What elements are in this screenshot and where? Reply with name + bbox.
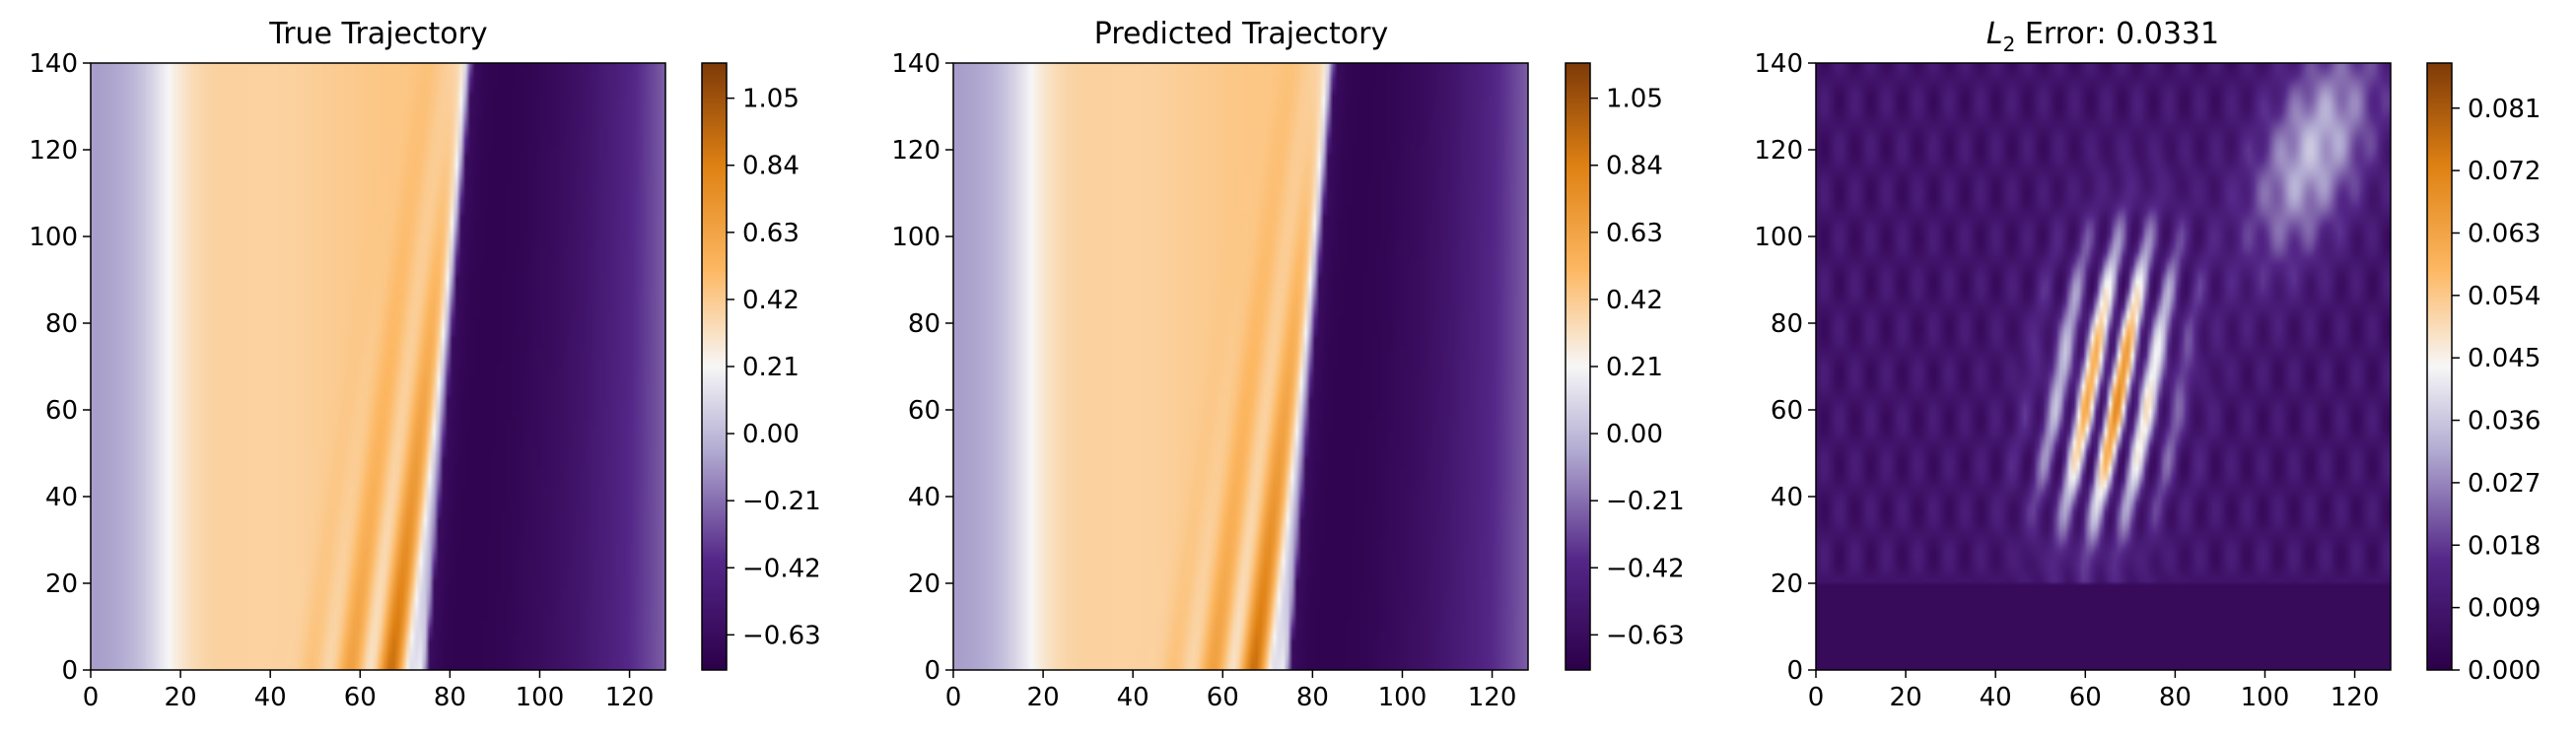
y-tick-label: 100 [891,223,940,252]
x-tick-label: 80 [434,683,466,712]
colorbar-tick-label: 0.072 [2468,157,2541,186]
y-tick-label: 20 [45,569,78,599]
y-tick-label: 60 [1771,396,1803,426]
heatmap-image [953,63,1528,670]
colorbar-tick-label: 0.018 [2468,531,2541,561]
panel-true-trajectory: True Trajectory 0 20 40 60 80 100 120 0 20 40 60 80… [29,17,820,712]
colorbar-tick-label: 0.045 [2468,344,2541,373]
y-tick-label: 120 [891,136,940,166]
y-tick-label: 80 [908,309,940,339]
colorbar-tick-label: 0.63 [742,219,800,248]
colorbar-tick-label: 0.081 [2468,95,2541,124]
colorbar-tick-label: 0.000 [2468,656,2541,686]
y-tick-label: 100 [1754,223,1803,252]
x-tick-label: 80 [1296,683,1329,712]
y-tick-label: 40 [1771,483,1803,512]
colorbar-gradient [702,63,727,670]
panel-1-title: True Trajectory [268,17,487,51]
heatmap-predicted: 0 20 40 60 80 100 120 0 20 40 60 80 100 120 140 [891,49,1529,712]
colorbar-tick-label: −0.63 [742,621,821,650]
y-tick-label: 20 [908,569,940,599]
y-tick-label: 100 [29,223,78,252]
x-tick-label: 20 [1890,683,1922,712]
x-tick-label: 20 [1027,683,1060,712]
panel-2-title: Predicted Trajectory [1094,17,1389,51]
x-tick-label: 120 [2331,683,2380,712]
y-tick-label: 40 [45,483,78,512]
colorbar-gradient [1566,63,1590,670]
y-tick-label: 20 [1771,569,1803,599]
x-tick-label: 40 [1117,683,1149,712]
heatmap-image [91,63,665,670]
colorbar-tick-label: −0.63 [1606,621,1685,650]
colorbar-gradient [2427,63,2452,670]
y-tick-label: 80 [45,309,78,339]
x-tick-label: 120 [605,683,655,712]
y-tick-label: 0 [1786,656,1803,686]
colorbar-tick-label: 0.21 [1606,353,1663,382]
colorbar-tick-label: 0.84 [1606,152,1663,181]
colorbar-error: 0.000 0.009 0.018 0.027 0.036 0.045 0.054 0.063… [2426,62,2541,686]
colorbar-tick-label: 1.05 [742,85,800,114]
colorbar-tick-label: −0.42 [742,554,821,583]
x-tick-label: 100 [2241,683,2290,712]
y-tick-label: 0 [61,656,78,686]
x-tick-label: 60 [1207,683,1239,712]
x-tick-label: 120 [1468,683,1517,712]
panel-predicted-trajectory: Predicted Trajectory 0 20 40 60 80 100 120 0 20 4… [891,17,1684,712]
heatmap-true: 0 20 40 60 80 100 120 0 20 40 60 80 100 120 140 [29,49,666,712]
title-subscript: 2 [2003,33,2016,56]
x-tick-label: 100 [1378,683,1427,712]
y-tick-label: 140 [29,49,78,79]
title-l-symbol: L [1986,17,2003,51]
colorbar-tick-label: −0.42 [1606,554,1685,583]
panel-l2-error: L2 Error: 0.0331 0 20 40 60 80 100 120 0 20 40 60 8… [1754,17,2541,712]
x-tick-label: 40 [254,683,287,712]
y-tick-label: 140 [891,49,940,79]
colorbar-tick-label: −0.21 [1606,487,1685,516]
y-tick-label: 40 [908,483,940,512]
colorbar-tick-label: −0.21 [742,487,821,516]
colorbar-tick-label: 0.063 [2468,219,2541,248]
colorbar-tick-label: 1.05 [1606,85,1663,114]
y-tick-label: 140 [1754,49,1803,79]
plot-frame [90,62,666,671]
x-tick-label: 80 [2159,683,2192,712]
x-tick-label: 0 [83,683,100,712]
y-tick-label: 60 [45,396,78,426]
colorbar-tick-label: 0.63 [1606,219,1663,248]
plot-frame [1815,62,2392,671]
colorbar-true: −0.63 −0.42 −0.21 0.00 0.21 0.42 0.63 0.84 1.05 [701,62,821,671]
x-tick-label: 60 [344,683,377,712]
y-tick-label: 80 [1771,309,1803,339]
colorbar-tick-label: 0.21 [742,353,800,382]
colorbar-tick-label: 0.036 [2468,407,2541,436]
colorbar-tick-label: 0.009 [2468,594,2541,624]
colorbar-tick-label: 0.42 [1606,286,1663,315]
y-tick-label: 60 [908,396,940,426]
colorbar-frame [2426,62,2453,671]
x-tick-label: 40 [1980,683,2012,712]
y-tick-label: 120 [29,136,78,166]
colorbar-tick-label: 0.027 [2468,469,2541,499]
x-tick-label: 0 [945,683,962,712]
title-error-text: Error: 0.0331 [2015,17,2219,51]
colorbar-tick-label: 0.42 [742,286,800,315]
panel-3-title: L2 Error: 0.0331 [1986,17,2219,56]
colorbar-predicted: −0.63 −0.42 −0.21 0.00 0.21 0.42 0.63 0.84 1.05 [1565,62,1685,671]
plot-frame [952,62,1529,671]
x-tick-label: 60 [2069,683,2102,712]
colorbar-tick-label: 0.054 [2468,282,2541,311]
colorbar-tick-label: 0.00 [742,420,800,449]
heatmap-error: 0 20 40 60 80 100 120 0 20 40 60 80 100 120 140 [1754,49,2392,712]
colorbar-tick-label: 0.84 [742,152,800,181]
heatmap-image [1816,63,2391,670]
y-tick-label: 120 [1754,136,1803,166]
x-tick-label: 20 [165,683,197,712]
x-tick-label: 100 [516,683,565,712]
y-tick-label: 0 [924,656,940,686]
colorbar-tick-label: 0.00 [1606,420,1663,449]
x-tick-label: 0 [1808,683,1825,712]
